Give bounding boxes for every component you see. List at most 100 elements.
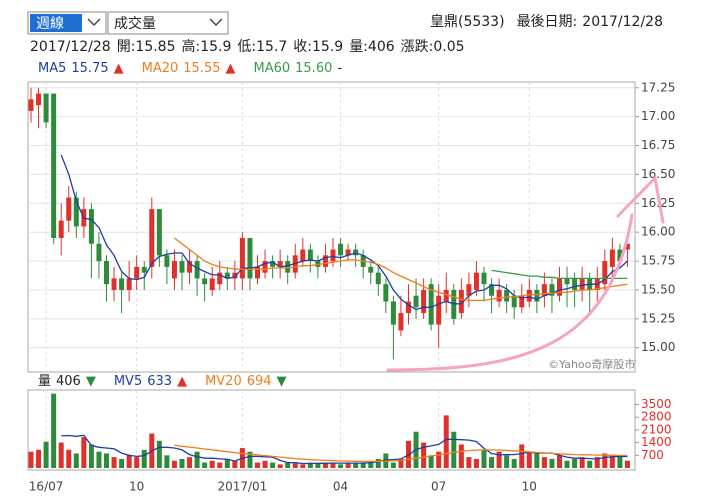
candle-body	[330, 249, 336, 262]
volume-bar	[368, 460, 374, 468]
ma-line	[174, 237, 628, 302]
volume-bar	[134, 457, 140, 468]
candle-body	[481, 272, 487, 285]
y-tick-label: 700	[641, 448, 664, 462]
volume-bar	[322, 462, 328, 468]
candle-body	[134, 266, 140, 279]
ma-line	[491, 269, 628, 280]
candle-body	[179, 261, 185, 273]
watermark: ©Yahoo奇摩股市	[548, 357, 635, 371]
legend-value: 406	[56, 374, 81, 389]
info-label: 高:	[182, 38, 201, 55]
candle-body	[224, 272, 230, 279]
indicator-select[interactable]: 成交量	[107, 11, 229, 35]
legend-name: MA60	[253, 61, 290, 76]
stock-name: 皇鼎(5533)	[430, 14, 505, 30]
legend-value: 15.75	[71, 61, 108, 76]
legend-name: MA5	[38, 61, 66, 76]
candle-body	[73, 197, 79, 227]
candle-body	[338, 243, 344, 256]
volume-bar	[179, 458, 185, 468]
candle-body	[126, 278, 132, 290]
candle-body	[390, 301, 396, 325]
select-text[interactable]: 週線	[36, 16, 64, 32]
volume-bar	[421, 442, 427, 468]
period-select[interactable]: 週線	[27, 11, 107, 35]
candle-body	[51, 93, 57, 238]
candle-body	[119, 278, 125, 290]
candle-body	[202, 278, 208, 285]
candle-body	[466, 284, 472, 296]
volume-bar	[602, 453, 608, 468]
candle-body	[436, 295, 442, 325]
x-tick-label: 10	[522, 480, 537, 494]
ma-line	[60, 154, 628, 311]
candle-body	[345, 249, 351, 256]
candle-body	[398, 313, 404, 331]
volume-bar	[617, 456, 623, 468]
legend-arrow: ▲	[114, 61, 124, 76]
candle-body	[458, 289, 464, 314]
y-tick-label: 17.25	[641, 80, 675, 94]
legend-arrow: ▲	[177, 374, 187, 389]
volume-bar	[96, 451, 102, 468]
candle-body	[496, 289, 502, 302]
volume-bar	[300, 464, 306, 468]
volume-bar	[594, 457, 600, 468]
info-label: 漲跌:	[401, 39, 434, 55]
select-box[interactable]	[107, 11, 229, 35]
volume-bar	[232, 460, 238, 468]
legend-value: 15.55	[183, 61, 220, 76]
legend-value: 15.60	[295, 61, 332, 76]
candle-body	[534, 289, 540, 302]
volume-bar	[557, 455, 562, 468]
volume-bar	[262, 460, 268, 468]
volume-bar	[451, 431, 457, 468]
legend-name: 量	[38, 374, 51, 389]
candle-body	[428, 284, 434, 325]
volume-bar	[345, 462, 351, 468]
volume-bar	[511, 458, 517, 468]
volume-bar	[285, 462, 291, 468]
volume-bar	[338, 464, 344, 468]
candle-body	[141, 266, 147, 273]
candle-body	[255, 266, 260, 279]
info-value: 15.7	[256, 39, 287, 55]
volume-bar	[436, 451, 442, 468]
y-tick-label: 15.00	[641, 340, 675, 354]
volume-bar	[587, 460, 593, 468]
candle-body	[104, 261, 109, 285]
candle-body	[549, 284, 555, 296]
select-text[interactable]: 成交量	[114, 15, 156, 32]
candle-body	[194, 261, 200, 279]
candle-body	[602, 261, 608, 285]
volume-bar	[489, 457, 495, 468]
volume-bar	[481, 449, 487, 468]
pink-arrow	[386, 213, 634, 372]
legend-arrow: ▼	[86, 374, 96, 389]
candle-body	[277, 261, 283, 267]
volume-bar	[58, 442, 64, 468]
legend-name: MV5	[114, 374, 142, 389]
volume-bar	[609, 455, 615, 468]
volume-bar	[466, 457, 472, 468]
marks: 2017/12/28 開:15.85 高:15.9 低:15.7 收:15.9 量:406…	[28, 38, 675, 494]
y-tick-label: 16.00	[641, 225, 675, 239]
legend-value: 633	[147, 374, 172, 389]
candle-body	[58, 220, 64, 238]
legend-name: MV20	[205, 374, 242, 389]
candle-body	[307, 249, 313, 262]
candle-body	[36, 93, 42, 106]
candle-body	[413, 295, 419, 308]
volume-bar	[353, 463, 359, 468]
price-panel	[27, 81, 636, 373]
legend: 量 406 ▼ MV5 633 ▲ MV20 694 ▼	[38, 374, 287, 389]
legend: MA5 15.75 ▲ MA20 15.55 ▲ MA60 15.60-	[38, 61, 342, 76]
volume-bar	[141, 449, 147, 468]
candle-body	[88, 209, 94, 244]
candle-body	[617, 249, 623, 262]
volume-bar	[88, 444, 94, 468]
volume-bar	[519, 444, 525, 468]
candle-body	[572, 278, 578, 290]
volume-bar	[315, 463, 321, 468]
